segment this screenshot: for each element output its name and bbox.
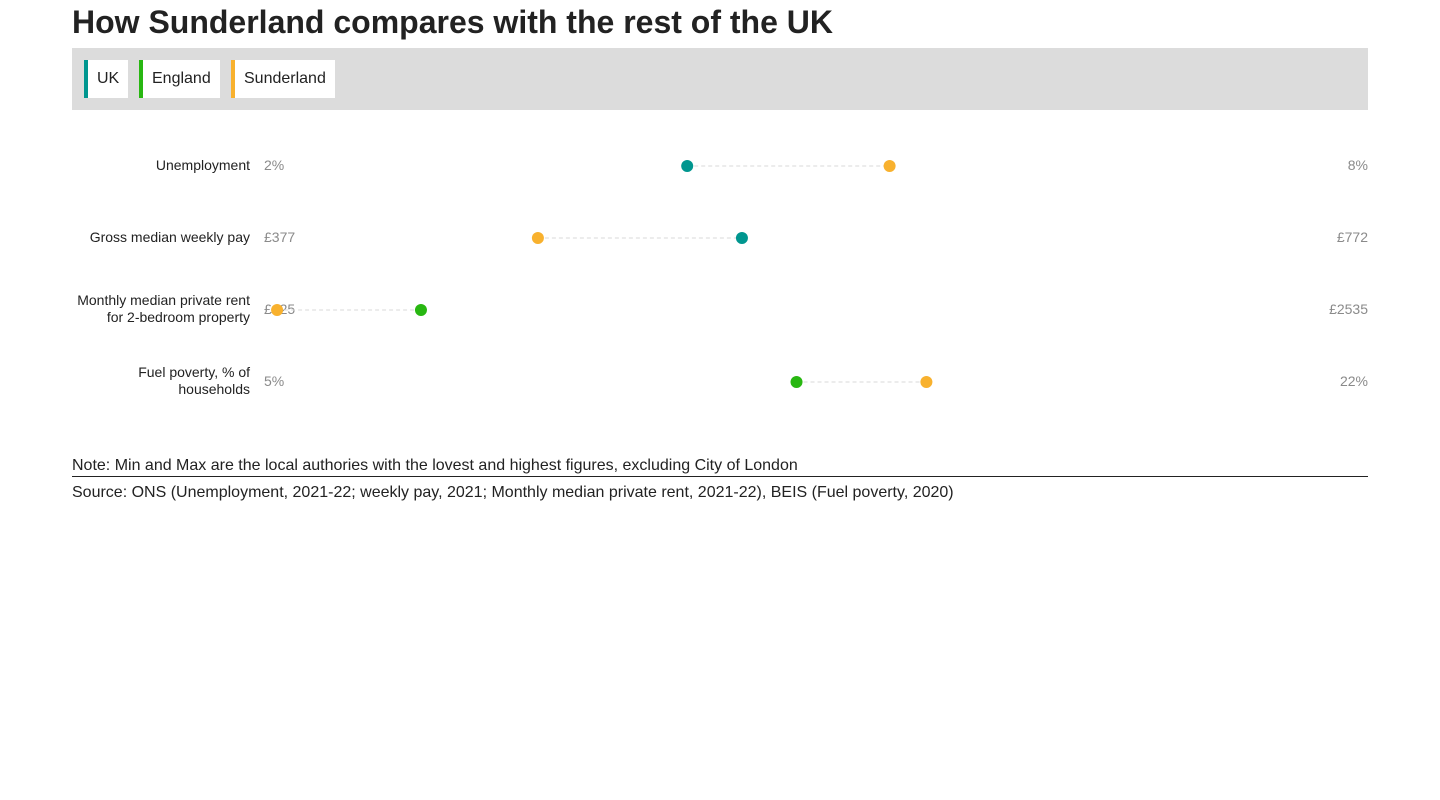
- row-max-label: £772: [1336, 229, 1368, 245]
- dot-england[interactable]: [790, 376, 803, 388]
- row-label-fuel-poverty: Fuel poverty, % of households: [138, 364, 250, 397]
- legend: UK England Sunderland: [72, 48, 1368, 110]
- row-min-label: 2%: [264, 157, 285, 173]
- legend-item-england[interactable]: England: [139, 60, 220, 98]
- row-label-private-rent: Monthly median private rent for 2-bedroo…: [77, 292, 250, 325]
- legend-item-sunderland[interactable]: Sunderland: [231, 60, 335, 98]
- chart-source: Source: ONS (Unemployment, 2021-22; week…: [72, 484, 954, 501]
- row-min-label: £377: [264, 229, 296, 245]
- row-min-label: 5%: [264, 373, 285, 389]
- dot-sunderland[interactable]: [271, 304, 284, 316]
- dot-uk[interactable]: [681, 160, 694, 172]
- dot-sunderland[interactable]: [531, 232, 544, 244]
- legend-label-sunderland: Sunderland: [244, 70, 326, 87]
- dot-uk[interactable]: [735, 232, 748, 244]
- legend-swatch-sunderland: [231, 60, 235, 98]
- row-max-label: 8%: [1347, 157, 1368, 173]
- legend-item-uk[interactable]: UK: [84, 60, 129, 98]
- row-label-unemployment: Unemployment: [155, 157, 250, 173]
- row-max-label: 22%: [1339, 373, 1368, 389]
- dot-sunderland[interactable]: [883, 160, 896, 172]
- dot-plot: [271, 160, 933, 388]
- dot-sunderland[interactable]: [920, 376, 933, 388]
- legend-label-uk: UK: [97, 70, 120, 87]
- legend-label-england: England: [152, 70, 211, 87]
- dot-england[interactable]: [414, 304, 427, 316]
- legend-swatch-uk: [84, 60, 88, 98]
- row-max-label: £2535: [1329, 301, 1368, 317]
- chart-title: How Sunderland compares with the rest of…: [72, 4, 833, 40]
- row-label-weekly-pay: Gross median weekly pay: [89, 229, 250, 245]
- legend-swatch-england: [139, 60, 143, 98]
- chart-note: Note: Min and Max are the local authorie…: [72, 456, 1368, 477]
